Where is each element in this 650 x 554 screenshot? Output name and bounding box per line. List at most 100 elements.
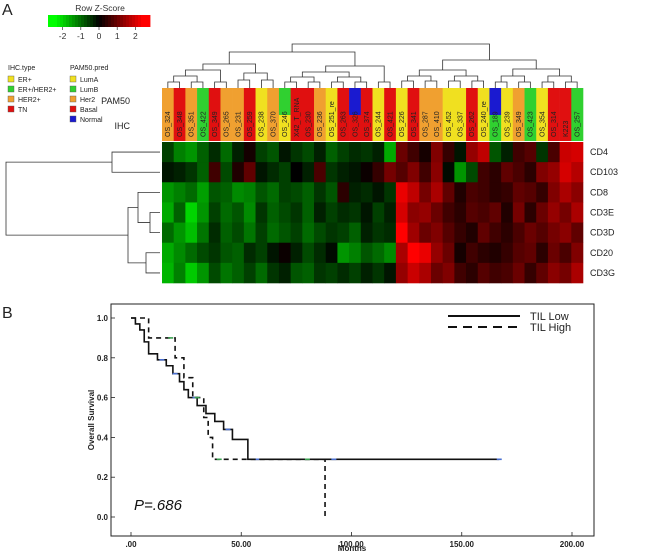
heatmap-cell (536, 262, 549, 284)
heatmap-cell (454, 242, 467, 264)
heatmap-cell (419, 242, 432, 264)
heatmap-cell (395, 202, 408, 223)
heatmap-cell (360, 222, 373, 244)
pam50-cell (454, 88, 467, 115)
heatmap-cell (536, 142, 549, 163)
heatmap-cell (512, 242, 525, 264)
color-key-swatch (87, 15, 91, 27)
heatmap-cell (290, 242, 303, 264)
color-key-swatch (69, 15, 73, 27)
sample-label: OS_239 (504, 111, 511, 137)
ihc-legend-label: TN (18, 107, 27, 114)
heatmap-cell (489, 242, 502, 264)
dendrogram-branch (377, 81, 391, 88)
heatmap-cell (208, 142, 221, 163)
ihc-cell (208, 115, 221, 141)
heatmap-cell (349, 182, 362, 203)
km-legend-label: TIL Low (530, 311, 569, 323)
heatmap-cell (314, 222, 327, 244)
color-key-swatch (111, 15, 115, 27)
pam50-cell (466, 88, 479, 115)
ihc-cell (536, 115, 549, 141)
gene-label: CD103 (590, 167, 618, 177)
heatmap-cell (512, 222, 525, 244)
heatmap-cell (466, 142, 479, 163)
heatmap-cell (290, 262, 303, 284)
ihc-cell (419, 115, 432, 141)
color-key-swatch (105, 15, 109, 27)
heatmap-cell (349, 242, 362, 264)
heatmap-cell (384, 262, 397, 284)
color-key-swatch (102, 15, 106, 27)
pam50-legend-swatch (69, 95, 77, 103)
ihc-legend-label: ER+/HER2+ (18, 87, 57, 94)
sample-label: OS_374 (364, 111, 371, 137)
heatmap-cell (512, 262, 525, 284)
pam50-legend-label: Her2 (80, 97, 95, 104)
color-key-swatch (60, 15, 64, 27)
heatmap-cell (419, 262, 432, 284)
heatmap-cell (501, 262, 514, 284)
heatmap-cell (430, 222, 443, 244)
heatmap-cell (536, 242, 549, 264)
dendrogram-branch (442, 59, 537, 70)
pam50-legend-swatch (69, 105, 77, 113)
pam50-legend-items: LumA LumB Her2 Basal Normal (69, 75, 103, 124)
pam50-cell (360, 88, 373, 115)
heatmap-cell (162, 142, 174, 163)
heatmap-cell (559, 262, 572, 284)
sample-label: OS_341 (411, 111, 418, 137)
heatmap-cell (419, 202, 432, 223)
heatmap-cell (547, 182, 560, 203)
ihc-cell (243, 115, 256, 141)
sample-label: X42_T_RNA (294, 97, 301, 137)
ihc-legend-label: HER2+ (18, 97, 41, 104)
heatmap-cell (372, 242, 385, 264)
ihc-cell (197, 115, 210, 141)
heatmap-cell (337, 182, 350, 203)
heatmap-cell (384, 142, 397, 163)
gene-label: CD8 (590, 187, 608, 197)
heatmap-cell (173, 222, 186, 244)
pam50-cell (547, 88, 560, 115)
dendrogram-branch (541, 81, 555, 88)
heatmap-cell (547, 242, 560, 264)
heatmap-cell (314, 162, 327, 183)
sample-label: OS_259 (247, 111, 254, 137)
heatmap-cell (501, 222, 514, 244)
heatmap-cell (290, 142, 303, 163)
pam50-cell (162, 88, 174, 115)
color-key-tick-label: -1 (77, 31, 85, 41)
gene-label: CD3D (590, 228, 615, 238)
sample-label: OS_231 (235, 111, 242, 137)
ihc-legend-swatch (7, 75, 15, 83)
sample-label: OS_238 (259, 111, 266, 137)
heatmap-cell (466, 162, 479, 183)
pam50-cell (559, 88, 572, 115)
ihc-cell (430, 115, 443, 141)
heatmap-cell (430, 242, 443, 264)
heatmap-cell (208, 262, 221, 284)
ihc-legend-title: IHC.type (8, 65, 35, 72)
ihc-cell (489, 115, 502, 141)
sample-label: OS_263 (341, 111, 348, 137)
heatmap-cell (314, 262, 327, 284)
heatmap-cell (512, 162, 525, 183)
heatmap-cell (454, 142, 467, 163)
pam50-cell (372, 88, 385, 115)
heatmap-cell (337, 262, 350, 284)
heatmap-cell (162, 222, 174, 244)
heatmap-cell (419, 182, 432, 203)
heatmap-cell (442, 262, 455, 284)
heatmap-cell (489, 182, 502, 203)
km-y-tick-label: 1.0 (97, 314, 109, 323)
heatmap-cell (454, 262, 467, 284)
heatmap-cell (430, 262, 443, 284)
ihc-cell (337, 115, 350, 141)
heatmap-cell (477, 262, 490, 284)
heatmap-cell (173, 182, 186, 203)
gene-label: CD3E (590, 208, 614, 218)
color-key-swatch (132, 15, 136, 27)
heatmap-cell (185, 262, 198, 284)
km-y-axis-label: Overall Survival (87, 390, 96, 450)
